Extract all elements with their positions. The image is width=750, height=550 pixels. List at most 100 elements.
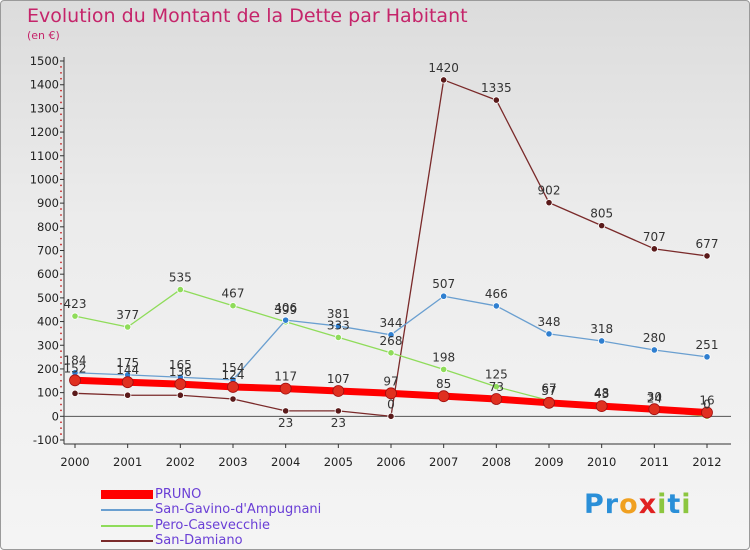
data-point (440, 76, 448, 84)
y-minor-tick (60, 356, 62, 358)
data-label: 0 (387, 397, 395, 411)
x-tick-label: 2012 (692, 455, 721, 469)
y-minor-tick (60, 291, 62, 293)
data-label: 381 (327, 307, 350, 321)
legend-swatch (101, 509, 153, 512)
y-minor-tick (60, 261, 62, 264)
data-point (648, 403, 661, 416)
y-minor-tick (60, 421, 62, 424)
data-label: 677 (696, 237, 719, 251)
y-minor-tick (60, 237, 62, 240)
y-tick-label: 0 (52, 409, 59, 423)
data-point (545, 199, 553, 207)
y-minor-tick (60, 427, 62, 430)
data-point (595, 400, 608, 413)
data-label: 423 (64, 297, 87, 311)
data-point (437, 390, 450, 403)
x-tick-label: 2002 (166, 455, 195, 469)
data-label: 348 (538, 315, 561, 329)
y-tick-label: 900 (37, 196, 59, 210)
y-tick-label: -100 (33, 433, 59, 447)
legend-label: San-Gavino-d'Ampugnani (155, 502, 322, 518)
chart-legend: PRUNO San-Gavino-d'Ampugnani Pero-Casevecc… (101, 487, 321, 549)
y-minor-tick (60, 373, 62, 376)
y-minor-tick (60, 397, 62, 400)
data-label: 805 (590, 207, 613, 221)
data-label: 73 (489, 380, 504, 394)
y-minor-tick (60, 285, 62, 287)
y-minor-tick (60, 89, 62, 92)
y-minor-tick (60, 231, 62, 234)
data-label: 48 (594, 386, 609, 400)
data-label: 1420 (428, 61, 459, 75)
data-label: 707 (643, 230, 666, 244)
y-minor-tick (60, 166, 62, 169)
data-point (703, 353, 711, 361)
y-minor-tick (60, 208, 62, 210)
x-tick-label: 2006 (376, 455, 405, 469)
y-minor-tick (60, 148, 62, 151)
y-minor-tick (60, 101, 62, 104)
data-label: 30 (647, 390, 662, 404)
y-tick-label: 1000 (30, 172, 59, 186)
data-point (440, 365, 448, 374)
y-tick-label: 100 (37, 386, 59, 400)
series-line (390, 79, 708, 417)
data-point (387, 331, 395, 339)
y-minor-tick (60, 119, 62, 122)
legend-swatch (101, 540, 153, 543)
x-tick-label: 2004 (271, 455, 300, 469)
legend-swatch (101, 524, 153, 527)
y-minor-tick (60, 332, 62, 335)
data-label: 23 (278, 416, 293, 430)
x-tick-label: 2011 (640, 455, 669, 469)
y-minor-tick (60, 66, 62, 68)
data-label: 318 (590, 322, 613, 336)
data-label: 152 (64, 361, 87, 375)
y-minor-tick (60, 308, 62, 311)
chart-subtitle: (en €) (27, 29, 60, 42)
y-minor-tick (60, 267, 62, 270)
y-minor-tick (60, 71, 62, 74)
data-label: 902 (538, 184, 561, 198)
y-minor-tick (60, 137, 62, 139)
logo-letter: i (657, 489, 668, 520)
data-point (71, 389, 79, 397)
data-label: 1335 (481, 81, 512, 95)
y-minor-tick (60, 403, 62, 406)
data-label: 107 (327, 372, 350, 386)
data-label: 23 (331, 416, 346, 430)
data-label: 57 (541, 384, 556, 398)
y-minor-tick (60, 196, 62, 199)
data-point (492, 96, 500, 104)
legend-swatch (101, 490, 153, 500)
y-minor-tick (60, 255, 62, 258)
data-label: 280 (643, 331, 666, 345)
data-label: 184 (64, 354, 87, 368)
y-tick-label: 1500 (30, 54, 59, 68)
y-minor-tick (60, 214, 62, 216)
y-tick-label: 400 (37, 315, 59, 329)
data-point (332, 385, 345, 397)
y-tick-label: 1100 (30, 149, 59, 163)
data-point (387, 412, 395, 420)
data-label: 175 (116, 356, 139, 370)
data-label: 377 (116, 308, 139, 322)
data-point (334, 333, 342, 342)
data-label: 333 (327, 318, 350, 332)
data-point (227, 381, 239, 393)
data-point (492, 302, 500, 310)
data-label: 251 (696, 338, 719, 352)
data-point (282, 316, 290, 324)
logo-letter: o (619, 489, 639, 520)
y-minor-tick (60, 190, 62, 193)
y-minor-tick (60, 362, 62, 364)
data-label: 467 (222, 287, 245, 301)
data-label: 117 (274, 370, 297, 384)
y-minor-tick (60, 279, 62, 282)
y-minor-tick (60, 184, 62, 187)
y-minor-tick (60, 113, 62, 116)
y-tick-label: 300 (37, 338, 59, 352)
x-tick-label: 2003 (218, 455, 247, 469)
